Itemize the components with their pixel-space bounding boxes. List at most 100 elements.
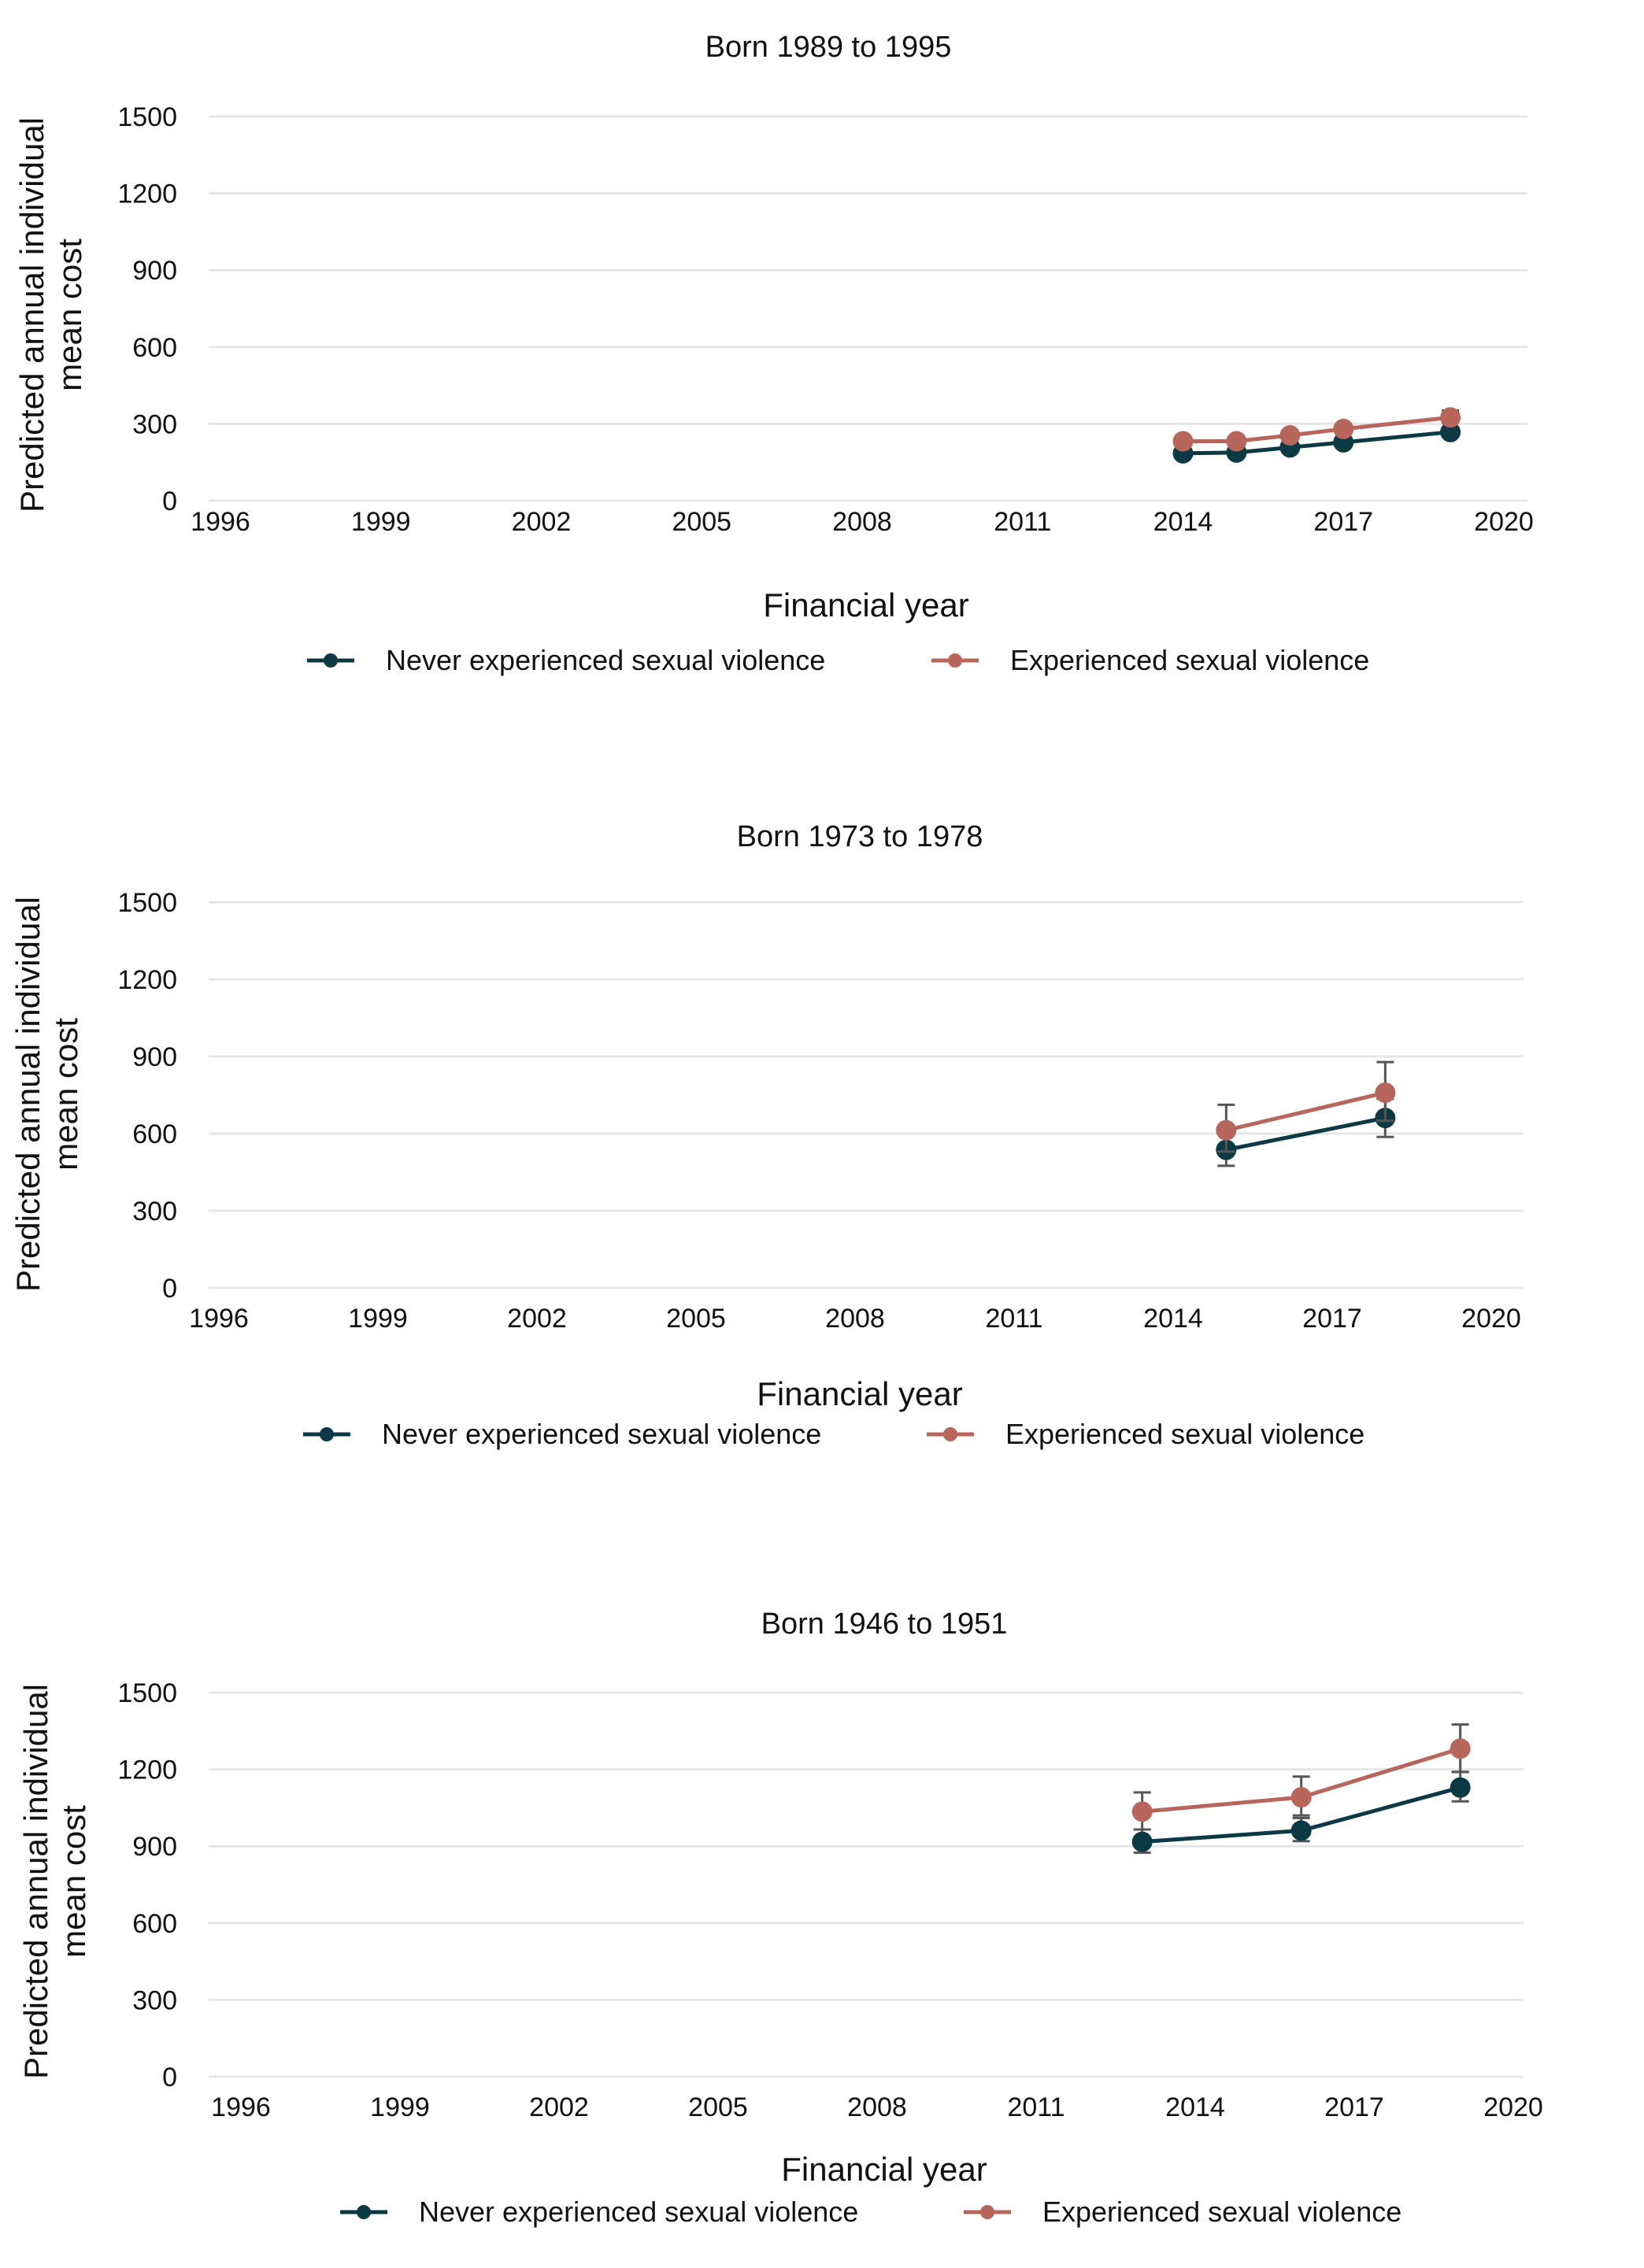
chart-title: Born 1973 to 1978 (737, 820, 983, 853)
data-point (1226, 431, 1247, 452)
chart-title: Born 1946 to 1951 (761, 1608, 1008, 1641)
y-axis-label-line: mean cost (51, 239, 88, 391)
x-tick-label: 1996 (191, 507, 250, 537)
x-tick-label: 2002 (529, 2092, 589, 2122)
y-tick-label: 1200 (117, 179, 177, 209)
data-point (1375, 1082, 1396, 1104)
x-tick-label: 1999 (348, 1304, 408, 1334)
x-tick-label: 2014 (1153, 507, 1213, 537)
legend-label: Experienced sexual violence (1010, 644, 1369, 676)
y-tick-label: 300 (132, 409, 177, 439)
legend-label: Never experienced sexual violence (419, 2196, 858, 2228)
data-point (1131, 1831, 1153, 1852)
x-tick-label: 2017 (1302, 1304, 1362, 1334)
y-tick-label: 900 (132, 1832, 177, 1862)
x-tick-label: 1999 (370, 2092, 430, 2122)
x-tick-label: 2020 (1483, 2092, 1543, 2122)
x-tick-label: 2002 (507, 1304, 567, 1334)
x-tick-label: 2020 (1461, 1304, 1521, 1334)
legend-item-experienced: Experienced sexual violence (964, 2196, 1401, 2228)
legend-item-never: Never experienced sexual violence (303, 1418, 821, 1450)
x-tick-label: 2002 (512, 507, 572, 537)
data-point (1172, 431, 1194, 452)
y-axis-label: Predicted annual individualmean cost (17, 1684, 92, 2079)
y-axis-label-line: Predicted annual individual (9, 897, 46, 1292)
y-tick-label: 0 (162, 2063, 177, 2092)
y-axis-label-line: Predicted annual individual (17, 1684, 54, 2079)
chart-title: Born 1989 to 1995 (705, 31, 952, 64)
legend-label: Experienced sexual violence (1005, 1418, 1364, 1450)
legend-item-never: Never experienced sexual violence (307, 644, 825, 676)
x-tick-label: 2011 (985, 1304, 1042, 1334)
x-axis-label: Financial year (781, 2151, 987, 2188)
legend-swatch-marker (357, 2205, 371, 2219)
data-point (1279, 425, 1301, 446)
data-point (1290, 1820, 1312, 1841)
data-point (1216, 1119, 1237, 1141)
y-axis-label-line: Predicted annual individual (13, 117, 50, 512)
y-axis-label-line: mean cost (55, 1805, 92, 1958)
x-tick-label: 2014 (1143, 1304, 1203, 1334)
series-experienced (1172, 407, 1461, 452)
legend-label: Experienced sexual violence (1042, 2196, 1401, 2228)
x-tick-label: 2005 (666, 1304, 726, 1334)
legend-item-never: Never experienced sexual violence (340, 2196, 858, 2228)
data-point (1450, 1777, 1471, 1798)
y-tick-label: 1500 (117, 102, 177, 132)
y-tick-label: 300 (132, 1985, 177, 2015)
legend-item-experienced: Experienced sexual violence (927, 1418, 1364, 1450)
legend-swatch-marker (943, 1427, 957, 1441)
x-tick-label: 1999 (351, 507, 411, 537)
y-tick-label: 900 (132, 256, 177, 286)
x-tick-label: 2008 (825, 1304, 885, 1334)
y-tick-label: 1200 (117, 1756, 177, 1785)
y-tick-label: 0 (162, 1274, 177, 1304)
y-axis-label-line: mean cost (47, 1018, 84, 1171)
x-tick-label: 1996 (189, 1304, 249, 1334)
x-tick-label: 2005 (688, 2092, 748, 2122)
data-point (1440, 421, 1461, 442)
data-point (1440, 407, 1461, 428)
y-axis-label: Predicted annual individualmean cost (9, 897, 84, 1292)
x-tick-label: 2005 (672, 507, 731, 537)
x-axis-label: Financial year (757, 1375, 962, 1412)
legend-swatch-marker (320, 1427, 334, 1441)
series-never (1216, 1097, 1396, 1167)
legend-item-experienced: Experienced sexual violence (931, 644, 1369, 676)
x-tick-label: 2011 (994, 507, 1051, 537)
x-tick-label: 2011 (1007, 2092, 1065, 2122)
data-point (1333, 418, 1354, 439)
data-point (1290, 1787, 1312, 1808)
chart-panel-3: Born 1946 to 1951 0 300 600 900 1200 1500 1996 1… (17, 1608, 1543, 2228)
legend-label: Never experienced sexual violence (382, 1418, 821, 1450)
chart-panel-1: Born 1989 to 1995 0 300 600 900 1200 1500 1996 1… (13, 31, 1534, 676)
series-line (1225, 1116, 1386, 1152)
y-tick-label: 300 (132, 1197, 177, 1226)
legend: Never experienced sexual violence Experie… (340, 2196, 1401, 2228)
legend-swatch-marker (980, 2205, 994, 2219)
x-tick-label: 2017 (1324, 2092, 1384, 2122)
y-tick-label: 1200 (117, 965, 177, 995)
y-tick-label: 900 (132, 1042, 177, 1072)
x-axis-label: Financial year (763, 586, 968, 623)
y-tick-label: 0 (162, 487, 177, 516)
legend: Never experienced sexual violence Experie… (303, 1418, 1364, 1450)
y-axis-label: Predicted annual individualmean cost (13, 117, 88, 512)
x-tick-label: 2008 (847, 2092, 907, 2122)
x-tick-label: 2020 (1474, 507, 1534, 537)
x-tick-label: 2008 (832, 507, 892, 537)
legend-label: Never experienced sexual violence (386, 644, 825, 676)
x-tick-label: 2017 (1313, 507, 1373, 537)
legend: Never experienced sexual violence Experie… (307, 644, 1369, 676)
x-tick-label: 2014 (1165, 2092, 1225, 2122)
y-tick-label: 1500 (117, 888, 177, 918)
series-experienced (1216, 1060, 1396, 1153)
y-tick-label: 1500 (117, 1678, 177, 1708)
chart-panel-2: Born 1973 to 1978 0 300 600 900 1200 1500 1996 1… (9, 820, 1524, 1450)
data-point (1450, 1738, 1471, 1759)
legend-swatch-marker (324, 653, 338, 668)
y-tick-label: 600 (132, 333, 177, 363)
y-tick-label: 600 (132, 1119, 177, 1149)
y-tick-label: 600 (132, 1909, 177, 1939)
